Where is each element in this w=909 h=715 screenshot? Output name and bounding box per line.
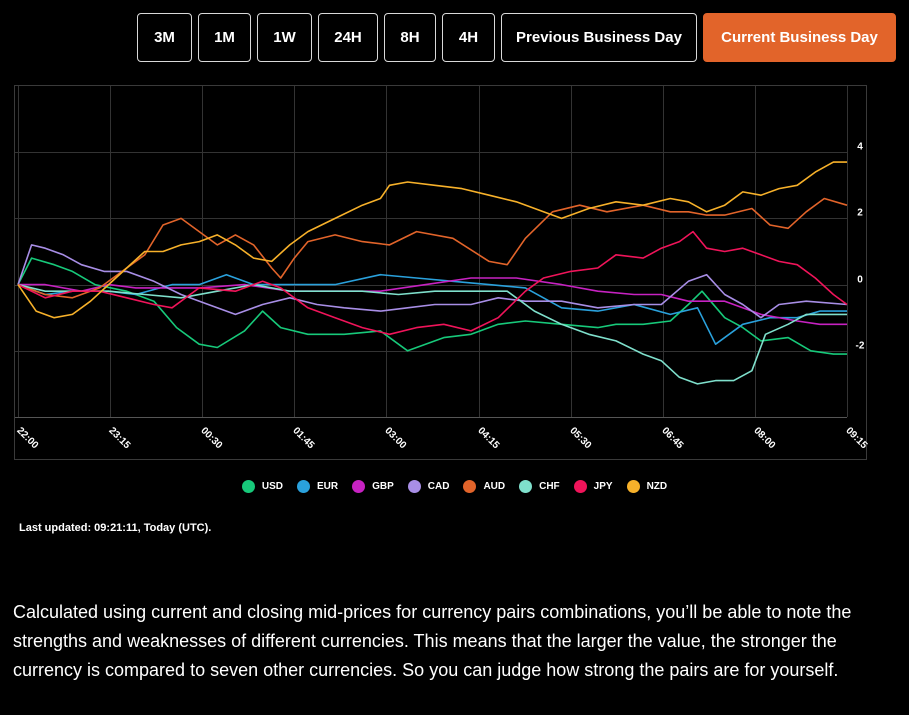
legend-label-nzd: NZD [646, 481, 668, 492]
legend-label-chf: CHF [539, 481, 560, 492]
legend-dot-usd [241, 480, 255, 493]
legend-dot-eur [296, 480, 310, 493]
tab-3m[interactable]: 3M [137, 13, 192, 62]
tab-8h[interactable]: 8H [384, 13, 436, 62]
x-tick-label: 09:15 [843, 425, 868, 451]
tab-current-business-day[interactable]: Current Business Day [703, 13, 896, 62]
tab-1w[interactable]: 1W [257, 13, 312, 62]
legend-item-usd[interactable]: USD [241, 480, 283, 493]
y-tick-label: -2 [856, 341, 865, 352]
legend-item-aud[interactable]: AUD [463, 480, 505, 493]
currency-strength-chart: 22:00 23:15 00:30 01:45 03:00 04:15 05:30 06:45… [14, 85, 868, 460]
tab-previous-business-day[interactable]: Previous Business Day [501, 13, 697, 62]
x-tick-label: 23:15 [106, 425, 132, 451]
x-tick-label: 04:15 [475, 425, 501, 451]
tab-24h[interactable]: 24H [318, 13, 378, 62]
timeframe-tabs: 3M 1M 1W 24H 8H 4H Previous Business Day… [137, 13, 896, 62]
legend-dot-nzd [626, 480, 640, 493]
y-tick-label: 4 [857, 142, 863, 153]
legend-label-aud: AUD [483, 481, 506, 492]
legend-item-nzd[interactable]: NZD [626, 480, 668, 493]
series-line-cad [17, 244, 848, 319]
legend-dot-jpy [573, 480, 587, 493]
x-tick-label: 22:00 [15, 425, 41, 451]
legend-dot-cad [407, 480, 421, 493]
series-line-chf [17, 283, 847, 385]
legend-item-cad[interactable]: CAD [407, 480, 450, 493]
legend-item-jpy[interactable]: JPY [573, 480, 613, 493]
legend-dot-aud [463, 480, 477, 493]
legend-item-chf[interactable]: CHF [519, 480, 560, 493]
tab-4h[interactable]: 4H [442, 13, 495, 62]
tab-1m[interactable]: 1M [198, 13, 251, 62]
x-tick-label: 08:00 [751, 425, 777, 451]
y-tick-label: 0 [857, 275, 863, 286]
x-tick-label: 00:30 [198, 425, 224, 451]
legend-dot-chf [519, 480, 533, 493]
legend-label-cad: CAD [427, 481, 450, 492]
chart-legend: USD EUR GBP CAD AUD CHF JPY NZD [0, 480, 909, 493]
legend-label-gbp: GBP [372, 481, 394, 492]
legend-label-eur: EUR [316, 481, 339, 492]
x-tick-label: 03:00 [382, 425, 408, 451]
series-line-jpy [17, 230, 848, 336]
legend-item-gbp[interactable]: GBP [352, 480, 394, 493]
last-updated-text: Last updated: 09:21:11, Today (UTC). [19, 522, 212, 534]
series-line-gbp [18, 277, 847, 326]
x-tick-label: 05:30 [567, 425, 593, 451]
description-text: Calculated using current and closing mid… [13, 602, 852, 680]
x-tick-label: 06:45 [659, 425, 685, 451]
x-tick-label: 01:45 [290, 425, 316, 451]
chart-svg: 22:00 23:15 00:30 01:45 03:00 04:15 05:30 06:45… [15, 86, 868, 452]
series-line-usd [17, 257, 847, 355]
series-line-nzd [17, 161, 847, 319]
legend-dot-gbp [352, 480, 366, 493]
legend-label-jpy: JPY [593, 481, 613, 492]
legend-item-eur[interactable]: EUR [296, 480, 339, 493]
legend-label-usd: USD [261, 481, 283, 492]
series-line-aud [17, 197, 848, 299]
y-tick-label: 2 [857, 208, 863, 219]
